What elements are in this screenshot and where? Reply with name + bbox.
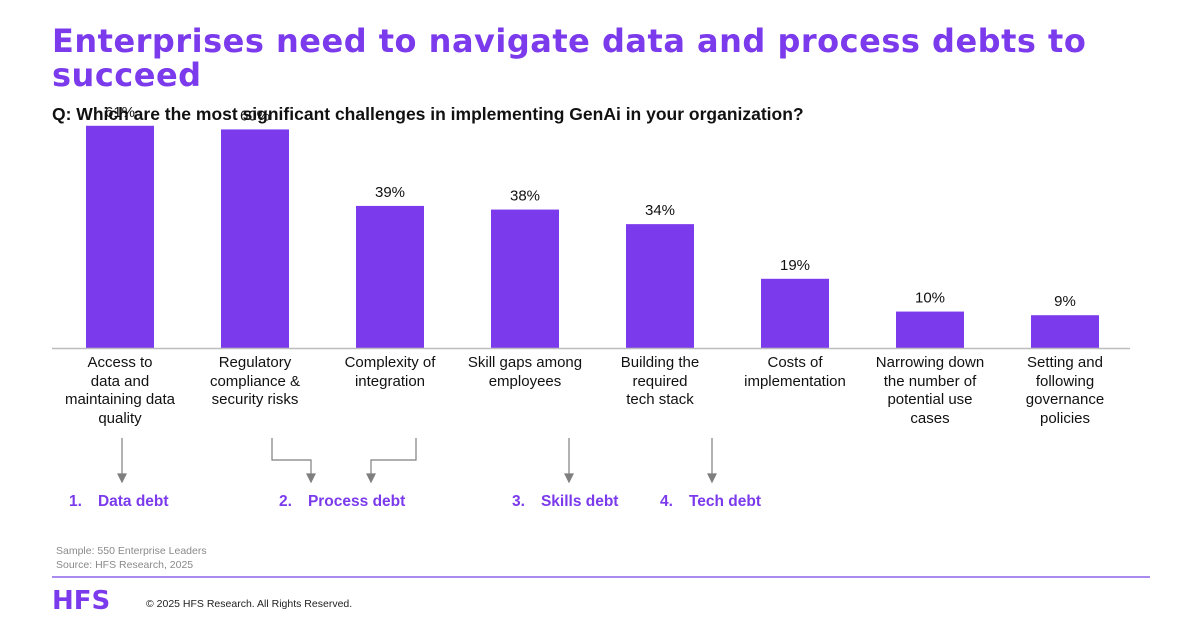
x-tick-label-line: governance <box>1025 391 1105 408</box>
x-tick-label-line: Complexity of <box>344 354 436 371</box>
x-tick-label-line: the number of <box>883 372 977 390</box>
debt-label-data: 1. Data debt <box>69 493 169 511</box>
debt-number: 1. <box>69 493 82 510</box>
x-tick-label-1: Access to data and maintaining data quality <box>50 354 190 428</box>
x-tick-label-line: integration <box>354 372 426 390</box>
data-label-5: 34% <box>645 202 675 219</box>
data-label-3: 39% <box>375 184 405 201</box>
x-tick-label-line: Building the <box>620 354 700 371</box>
x-tick-label-line: Regulatory <box>218 354 292 371</box>
arrowhead-down-icon <box>707 473 717 484</box>
x-tick-label-line: security risks <box>211 391 299 408</box>
sample-note: Sample: 550 Enterprise Leaders <box>56 545 207 557</box>
arrowhead-down-icon <box>306 473 316 484</box>
x-tick-label-4: Skill gaps among employees <box>455 354 595 391</box>
data-label-7: 10% <box>915 290 945 307</box>
debt-label-tech: 4. Tech debt <box>660 493 761 511</box>
x-tick-label-7: Narrowing down the number of potential use… <box>860 354 1000 428</box>
data-label-1: 61% <box>105 104 135 121</box>
debt-text: Data debt <box>97 493 169 510</box>
x-tick-label-line: Narrowing down <box>875 354 985 371</box>
bar-5 <box>626 224 694 348</box>
debt-number: 4. <box>660 493 673 510</box>
x-tick-label-line: quality <box>98 409 142 427</box>
bar-8 <box>1031 315 1099 348</box>
data-label-8: 9% <box>1054 293 1076 310</box>
x-tick-label-6: Costs of implementation <box>725 354 865 391</box>
arrowhead-down-icon <box>564 473 574 484</box>
bar-4 <box>491 209 559 348</box>
debt-label-process: 2. Process debt <box>279 493 405 511</box>
debt-label-skills: 3. Skills debt <box>512 493 618 511</box>
x-tick-label-2: Regulatory compliance & security risks <box>185 354 325 410</box>
x-tick-label-line: following <box>1035 372 1095 390</box>
x-tick-label-line: Costs of <box>767 354 823 371</box>
bar-3 <box>356 205 424 348</box>
connector-process-debt-right <box>370 438 417 480</box>
x-tick-label-8: Setting and following governance policies <box>995 354 1135 428</box>
source-note: Source: HFS Research, 2025 <box>56 559 194 571</box>
data-label-6: 19% <box>780 257 810 274</box>
debt-text: Skills debt <box>540 493 619 510</box>
hfs-logo: HFS <box>52 586 111 616</box>
debt-text: Tech debt <box>688 493 761 510</box>
survey-question: Q: Which are the most significant challe… <box>52 104 804 124</box>
x-tick-label-5: Building the required tech stack <box>590 354 730 410</box>
x-tick-label-line: policies <box>1039 409 1091 427</box>
debt-text: Process debt <box>307 493 406 510</box>
x-tick-label-line: required <box>632 372 688 390</box>
bar-6 <box>761 278 829 348</box>
x-tick-label-line: potential use <box>887 391 973 408</box>
debt-number: 2. <box>279 493 292 510</box>
footer-divider <box>52 576 1150 578</box>
copyright-text: © 2025 HFS Research. All Rights Reserved… <box>146 598 353 610</box>
arrowhead-down-icon <box>117 473 127 484</box>
x-tick-label-line: employees <box>488 372 562 390</box>
debt-number: 3. <box>512 493 525 510</box>
data-label-2: 60% <box>240 107 270 124</box>
bar-1 <box>86 125 154 349</box>
x-tick-label-line: data and <box>90 372 150 390</box>
x-tick-label-line: maintaining data <box>64 391 176 408</box>
x-tick-label-line: Setting and <box>1027 354 1103 371</box>
page-title: Enterprises need to navigate data and pr… <box>52 22 1087 94</box>
x-tick-label-line: Access to <box>87 354 153 371</box>
x-tick-label-line: tech stack <box>626 391 694 408</box>
connector-process-debt-left <box>271 438 312 480</box>
x-tick-label-line: compliance & <box>209 372 301 390</box>
data-label-4: 38% <box>510 188 540 205</box>
x-tick-label-line: cases <box>910 409 950 427</box>
x-tick-label-3: Complexity of integration <box>320 354 460 391</box>
arrowhead-down-icon <box>366 473 376 484</box>
bar-7 <box>896 311 964 348</box>
bar-2 <box>221 129 289 348</box>
x-tick-label-line: implementation <box>744 372 846 390</box>
x-tick-label-line: Skill gaps among <box>467 354 583 371</box>
